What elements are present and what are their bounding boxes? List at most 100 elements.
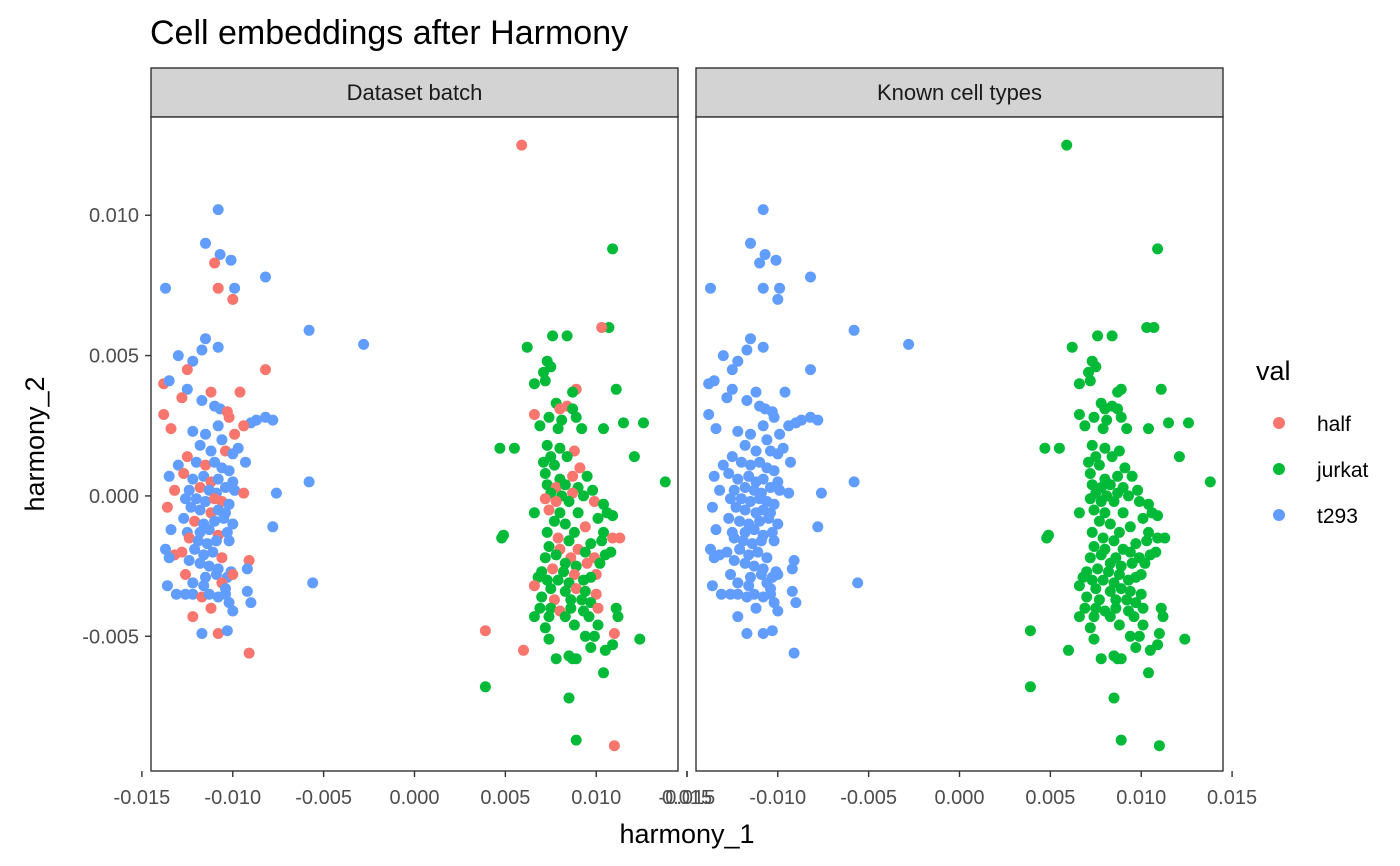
point-jurkat (1084, 468, 1096, 479)
point-t293 (812, 521, 824, 533)
point-t293 (739, 526, 751, 538)
point-jurkat (568, 619, 580, 631)
points-dataset-batch (158, 139, 671, 752)
point-t293 (754, 515, 766, 527)
point-half (200, 459, 211, 471)
point-jurkat (1079, 602, 1091, 614)
point-t293 (768, 411, 780, 423)
point-jurkat (554, 442, 566, 454)
point-jurkat (1084, 493, 1096, 505)
point-half (178, 468, 190, 479)
point-t293 (187, 355, 199, 367)
point-jurkat (1108, 496, 1120, 507)
point-jurkat (576, 594, 588, 606)
point-jurkat (583, 611, 595, 623)
point-t293 (748, 560, 760, 572)
legend-key-half (1273, 417, 1285, 429)
point-jurkat (479, 681, 491, 693)
point-t293 (812, 414, 824, 426)
point-half (229, 428, 241, 440)
point-t293 (750, 386, 762, 398)
point-half (570, 583, 582, 595)
point-half (567, 487, 579, 499)
point-t293 (200, 428, 211, 440)
point-jurkat (592, 512, 604, 524)
point-half (243, 647, 255, 659)
point-jurkat (563, 692, 575, 704)
point-half (194, 482, 206, 493)
x-tick-label: 0.005 (1025, 787, 1075, 809)
point-half (528, 409, 540, 420)
point-t293 (181, 383, 193, 395)
panel-dataset-batch: Dataset batch -0.015 -0.010 -0.005 0.000 0.0… (114, 67, 712, 809)
point-t293 (763, 512, 775, 524)
point-t293 (805, 364, 816, 376)
x-tick-label: -0.015 (659, 787, 716, 809)
point-t293 (203, 560, 215, 572)
points-known-cell-types (703, 139, 1216, 752)
point-t293 (196, 344, 208, 356)
point-jurkat (1095, 496, 1107, 507)
point-jurkat (1113, 569, 1125, 580)
point-t293 (710, 423, 722, 435)
point-t293 (223, 597, 235, 609)
point-t293 (741, 395, 753, 406)
point-jurkat (1077, 571, 1089, 583)
x-tick-label: -0.005 (840, 787, 897, 809)
point-jurkat (1157, 611, 1169, 623)
point-t293 (714, 484, 726, 496)
point-jurkat (1101, 414, 1113, 426)
point-jurkat (598, 423, 609, 435)
point-t293 (795, 414, 807, 426)
point-jurkat (1139, 557, 1151, 569)
point-t293 (715, 588, 727, 600)
point-half (614, 532, 626, 544)
point-t293 (267, 521, 279, 533)
point-t293 (737, 535, 749, 547)
point-half (568, 569, 580, 580)
point-jurkat (534, 420, 546, 432)
point-jurkat (541, 574, 553, 586)
point-jurkat (596, 535, 608, 547)
point-jurkat (1137, 512, 1149, 524)
point-half (547, 563, 559, 575)
point-jurkat (565, 594, 577, 606)
point-jurkat (538, 366, 549, 378)
point-jurkat (528, 378, 540, 390)
point-jurkat (1079, 420, 1091, 432)
point-jurkat (1104, 585, 1116, 597)
point-t293 (728, 555, 740, 566)
point-half (187, 611, 199, 623)
point-jurkat (634, 633, 646, 645)
point-jurkat (559, 518, 571, 530)
point-jurkat (556, 414, 568, 426)
point-jurkat (1092, 330, 1104, 342)
point-t293 (759, 249, 771, 260)
point-jurkat (1121, 423, 1133, 435)
x-axis-ticks-dataset-batch: -0.015 -0.010 -0.005 0.000 0.005 0.010 0.015 (114, 771, 712, 809)
point-t293 (768, 465, 780, 477)
point-half (238, 487, 250, 499)
point-half (158, 409, 170, 420)
point-jurkat (599, 644, 611, 656)
point-t293 (229, 282, 241, 294)
point-jurkat (1099, 507, 1111, 519)
point-t293 (741, 344, 753, 356)
point-jurkat (1128, 611, 1140, 623)
point-jurkat (1083, 366, 1094, 378)
point-t293 (815, 487, 827, 499)
x-tick-label: -0.010 (204, 787, 261, 809)
point-t293 (725, 569, 736, 580)
point-jurkat (618, 417, 629, 429)
x-axis-label: harmony_1 (619, 819, 754, 849)
point-jurkat (598, 526, 609, 538)
point-t293 (768, 535, 780, 547)
point-jurkat (1155, 602, 1167, 614)
point-jurkat (552, 574, 564, 586)
point-jurkat (1152, 243, 1164, 255)
point-jurkat (1084, 552, 1096, 564)
point-half (227, 569, 239, 580)
point-jurkat (1110, 594, 1122, 606)
point-jurkat (521, 341, 533, 353)
point-half (518, 644, 529, 656)
